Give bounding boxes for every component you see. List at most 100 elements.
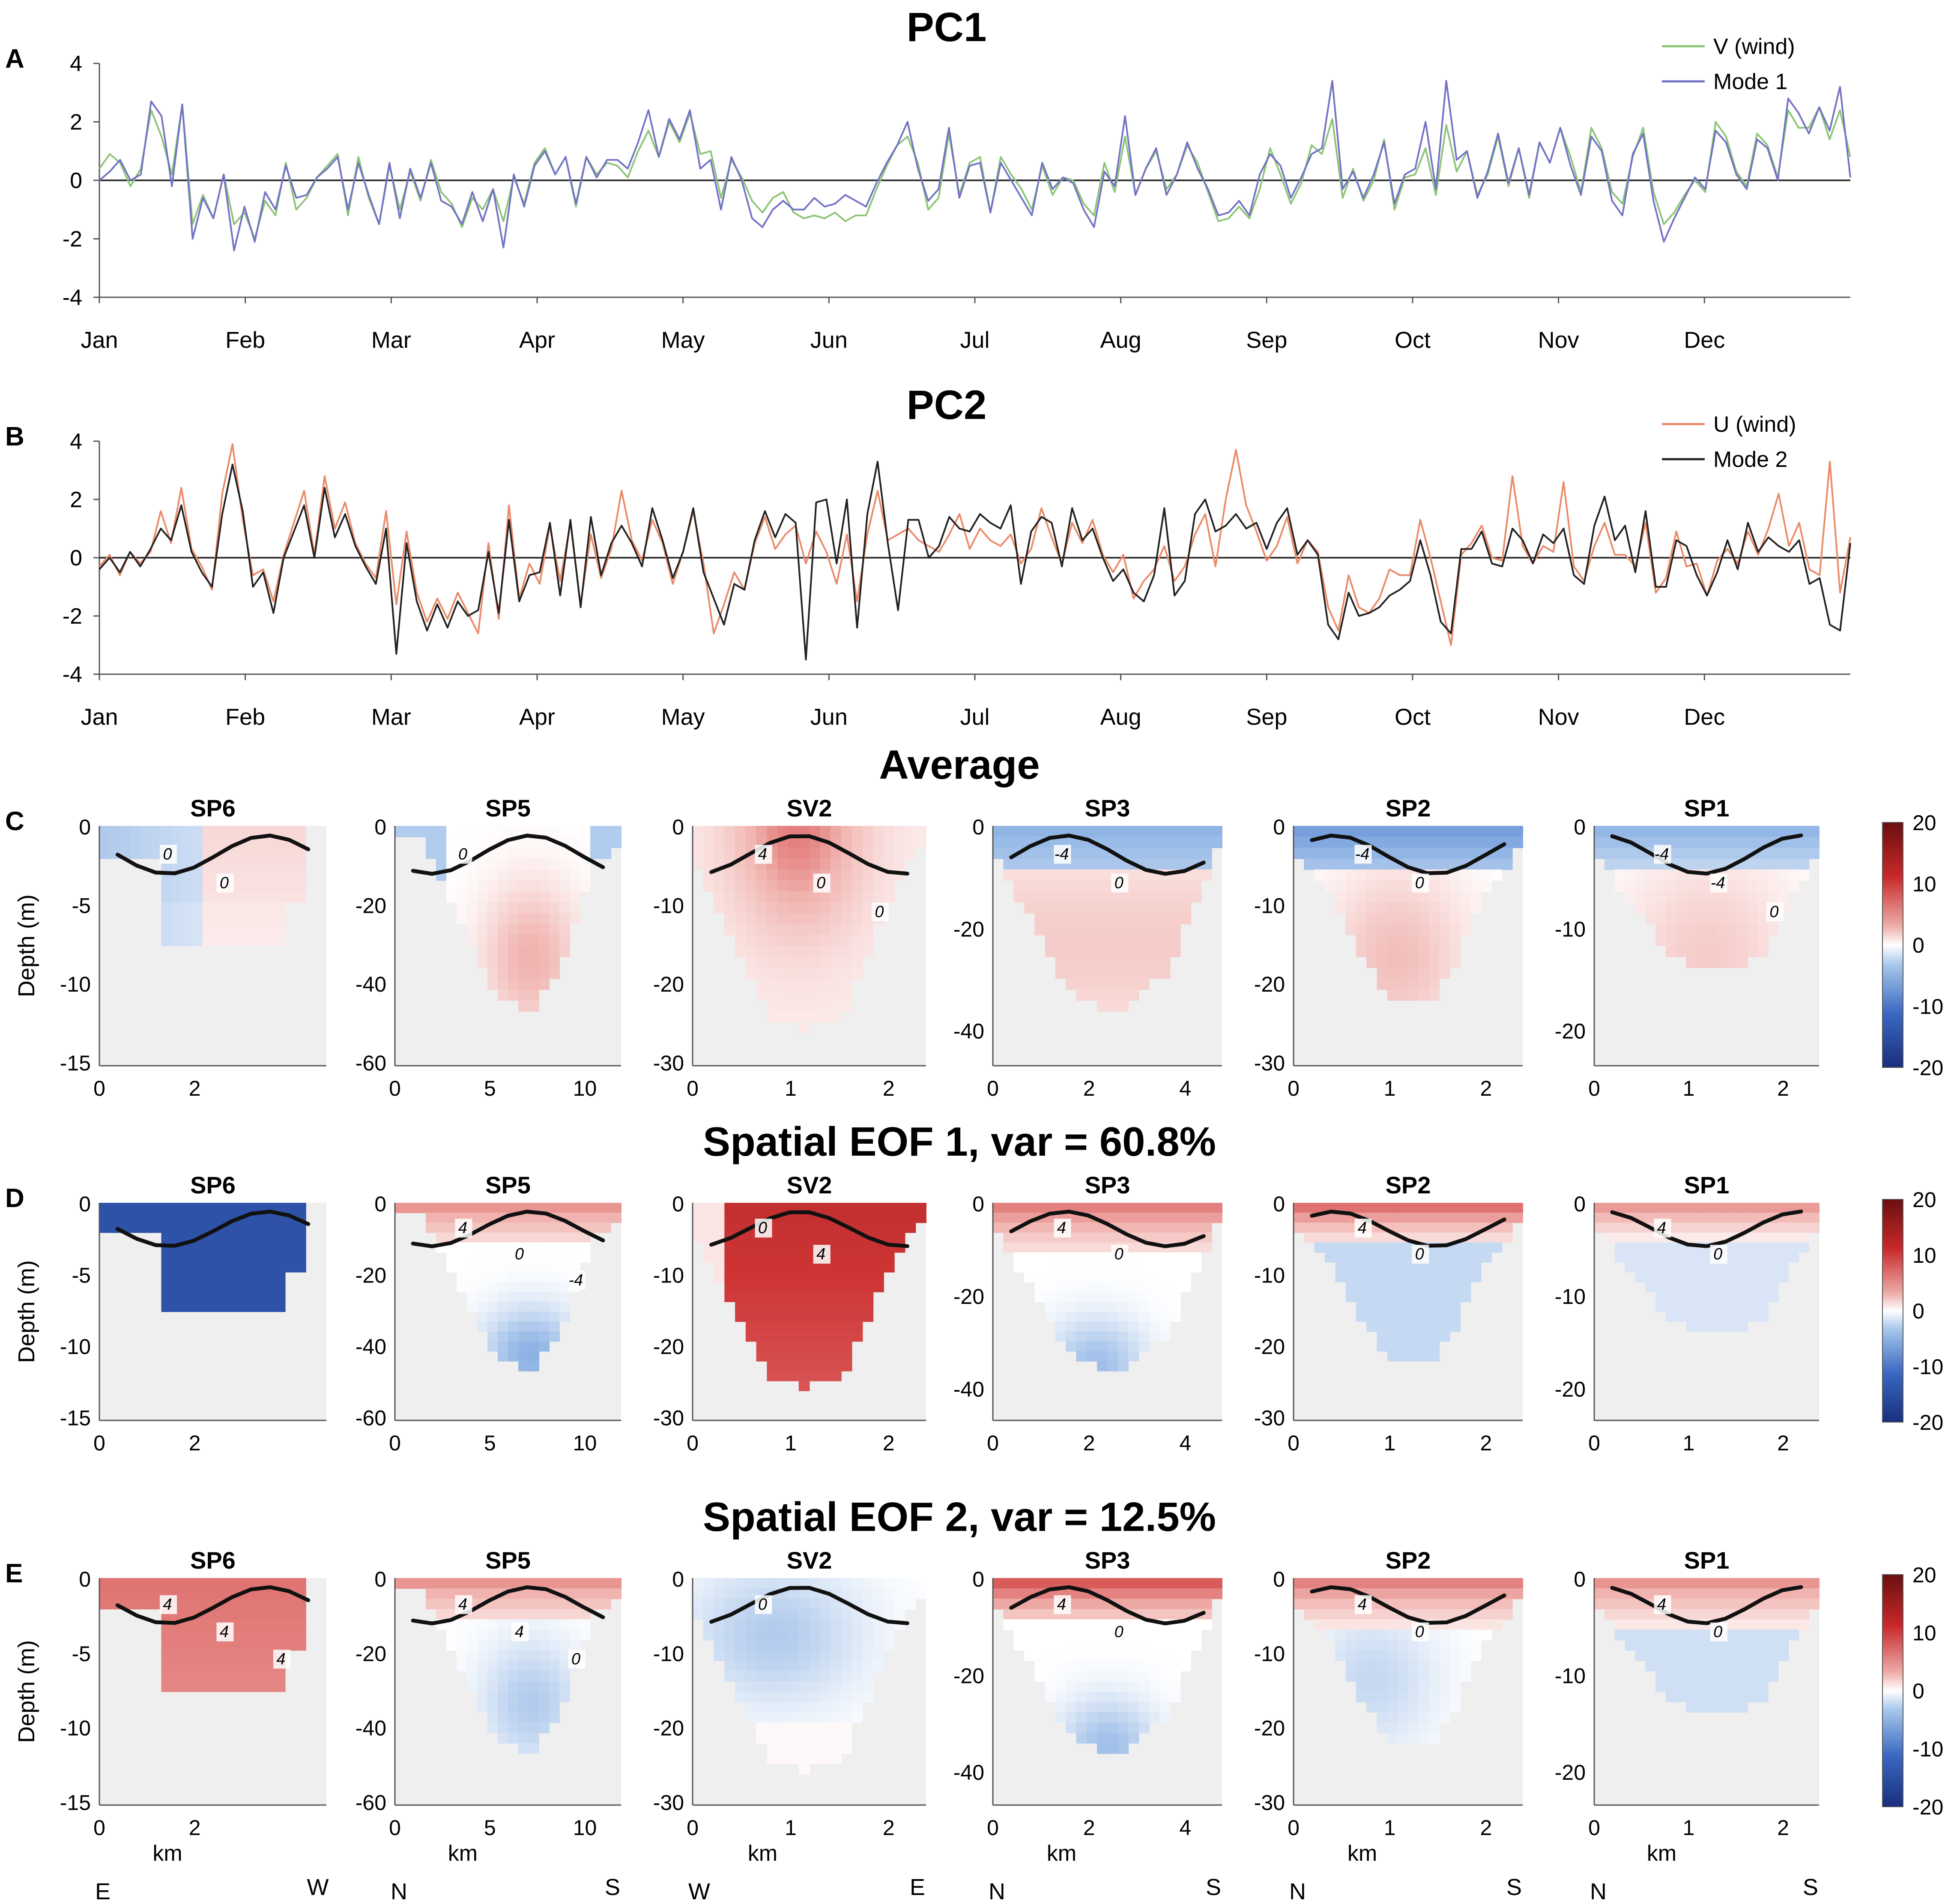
field-cell: [202, 1282, 213, 1292]
field-cell: [1439, 935, 1450, 946]
field-cell: [213, 1660, 224, 1671]
section-title: SP5: [485, 1172, 531, 1199]
field-cell: [841, 1743, 852, 1754]
field-cell: [1757, 1301, 1769, 1312]
field-cell: [756, 1733, 768, 1744]
contour-line: [1610, 1585, 1803, 1626]
field-cell: [1366, 1692, 1377, 1703]
field-cell: [498, 1702, 508, 1713]
field-cell: [1696, 1262, 1707, 1273]
field-cell: [1304, 1223, 1315, 1233]
x-tick-label: Jun: [810, 327, 848, 353]
field-cell: [1066, 1301, 1077, 1312]
field-cell: [873, 1282, 884, 1292]
field-cell: [1076, 880, 1087, 892]
field-cell: [202, 1203, 213, 1214]
field-cell: [161, 880, 172, 892]
field-cell: [703, 1609, 714, 1620]
field-cell: [1076, 1321, 1087, 1332]
field-cell: [1696, 1692, 1707, 1703]
field-cell: [1170, 924, 1181, 936]
field-cell: [1645, 1578, 1656, 1589]
field-cell: [1439, 1213, 1450, 1223]
field-cell: [508, 858, 519, 870]
field-cell: [1408, 1578, 1419, 1589]
field-cell: [714, 1272, 725, 1282]
field-cell: [788, 891, 799, 903]
field-cell: [213, 826, 224, 837]
field-cell: [1117, 1692, 1129, 1703]
field-cell: [1686, 858, 1697, 870]
field-cell: [1666, 1242, 1676, 1253]
field-cell: [539, 1650, 550, 1661]
field-cell: [1387, 978, 1398, 990]
field-cell: [1097, 1321, 1108, 1332]
field-cell: [1645, 1650, 1656, 1661]
field-cell: [1696, 913, 1707, 925]
contour-label-bg: [455, 1219, 472, 1238]
field-cell: [873, 1223, 884, 1233]
field-cell: [788, 946, 799, 957]
field-cell: [182, 1578, 193, 1589]
field-cell: [498, 1733, 508, 1744]
field-cell: [1117, 1203, 1129, 1214]
field-cell: [1768, 1242, 1779, 1253]
field-cell: [1191, 847, 1202, 859]
field-cell: [831, 1282, 842, 1292]
field-cell: [1003, 1619, 1014, 1630]
field-cell: [130, 847, 141, 859]
y-tick-label: -2: [63, 604, 82, 629]
field-cell: [1097, 1282, 1108, 1292]
field-cell: [244, 1629, 255, 1641]
field-cell: [724, 1203, 736, 1214]
field-cell: [745, 1681, 757, 1692]
field-cell: [798, 1272, 810, 1282]
contour-label: 0: [1769, 903, 1778, 921]
field-cell: [777, 1272, 789, 1282]
contour-label: 0: [1713, 1623, 1722, 1641]
field-cell: [1645, 902, 1656, 914]
field-cell: [1314, 1619, 1325, 1630]
field-cell: [777, 1609, 789, 1620]
field-cell: [233, 902, 245, 914]
field-cell: [1377, 902, 1388, 914]
field-cell: [852, 1692, 863, 1703]
field-cell: [254, 1262, 265, 1273]
field-cell: [99, 1213, 111, 1223]
field-cell: [862, 837, 874, 848]
field-cell: [841, 1650, 852, 1661]
field-cell: [213, 1578, 224, 1589]
field-cell: [1097, 1722, 1108, 1734]
field-cell: [703, 1252, 714, 1263]
field-cell: [777, 1629, 789, 1641]
field-cell: [798, 1671, 810, 1682]
field-cell: [767, 1331, 778, 1342]
field-cell: [831, 1242, 842, 1253]
field-cell: [1170, 858, 1181, 870]
field-cell: [767, 1733, 778, 1744]
field-cell: [244, 1242, 255, 1253]
field-cell: [1076, 967, 1087, 979]
field-cell: [1614, 1599, 1625, 1610]
field-cell: [1149, 826, 1160, 837]
field-cell: [841, 1702, 852, 1713]
field-cell: [498, 1629, 508, 1641]
field-cell: [130, 1599, 141, 1610]
field-cell: [559, 924, 570, 936]
field-cell: [1045, 826, 1056, 837]
field-cell: [1757, 1640, 1769, 1651]
field-cell: [264, 1213, 275, 1223]
field-cell: [1024, 880, 1035, 892]
field-cell: [693, 1203, 704, 1214]
field-cell: [223, 858, 234, 870]
field-cell: [1180, 1203, 1191, 1214]
field-cell: [1159, 1301, 1171, 1312]
x-tick-label: 1: [1683, 1076, 1695, 1100]
field-cell: [285, 1599, 296, 1610]
field-cell: [1737, 1272, 1748, 1282]
field-cell: [498, 1301, 508, 1312]
field-cell: [539, 1341, 550, 1352]
field-cell: [1727, 1291, 1738, 1302]
field-cell: [1768, 1609, 1779, 1620]
field-cell: [1706, 847, 1718, 859]
